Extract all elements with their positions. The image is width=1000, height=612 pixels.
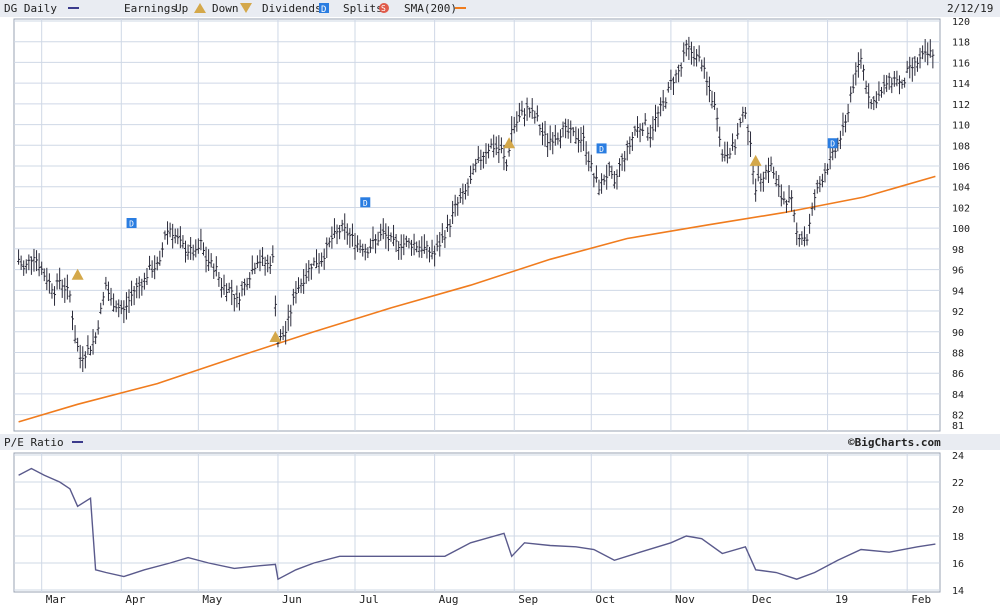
y-tick-label: 116 <box>952 58 970 69</box>
pe-y-tick-label: 16 <box>952 559 964 570</box>
pe-y-tick-label: 18 <box>952 532 964 543</box>
earnings-up-marker-icon <box>749 154 762 166</box>
pe-header-bar <box>0 434 1000 450</box>
dividend-marker-icon <box>827 138 838 149</box>
y-tick-label: 86 <box>952 369 964 380</box>
x-tick-label: Dec <box>752 593 772 606</box>
legend-down-label: Down <box>212 2 239 15</box>
y-tick-label: 104 <box>952 183 970 194</box>
y-tick-label: 88 <box>952 348 964 359</box>
earnings-up-marker-icon <box>269 330 282 342</box>
earnings-down-icon <box>240 3 252 13</box>
pe-y-tick-label: 24 <box>952 451 964 462</box>
pe-title: P/E Ratio <box>4 436 64 449</box>
y-tick-label: 112 <box>952 100 970 111</box>
pe-y-tick-label: 14 <box>952 586 964 597</box>
y-tick-label: 102 <box>952 203 970 214</box>
dividend-icon-letter: D <box>321 5 326 15</box>
x-tick-label: 19 <box>835 593 848 606</box>
y-tick-label: 106 <box>952 162 970 173</box>
y-tick-label: 114 <box>952 79 970 90</box>
split-icon <box>379 3 389 13</box>
grid <box>14 19 940 592</box>
x-tick-label: Nov <box>675 593 695 606</box>
y-tick-label: 110 <box>952 121 970 132</box>
y-tick-label: 90 <box>952 328 964 339</box>
y-tick-label: 82 <box>952 411 964 422</box>
y-tick-label: 98 <box>952 245 964 256</box>
y-tick-label: 108 <box>952 141 970 152</box>
dividend-marker-letter: D <box>830 140 835 149</box>
y-tick-label: 96 <box>952 266 964 277</box>
dividend-marker-letter: D <box>129 220 134 229</box>
y-tick-label: 84 <box>952 390 964 401</box>
legend-symbol: DG Daily <box>4 2 57 15</box>
dividend-marker-letter: D <box>363 199 368 208</box>
x-tick-label: Sep <box>518 593 538 606</box>
earnings-up-marker-icon <box>71 268 84 280</box>
pe-panel-frame <box>13 452 941 593</box>
earnings-up-marker-icon <box>503 137 516 149</box>
earnings-up-icon <box>194 3 206 13</box>
legend-dividends-label: Dividends <box>262 2 322 15</box>
x-tick-label: Apr <box>125 593 145 606</box>
dividend-marker-icon <box>126 218 137 228</box>
dividend-marker-icon <box>596 143 607 154</box>
legend-earnings-label: Earnings <box>124 2 177 15</box>
dividend-icon <box>319 3 329 13</box>
dividend-marker-icon <box>360 197 371 208</box>
pe-y-tick-label: 22 <box>952 478 964 489</box>
dividend-marker-letter: D <box>599 145 604 154</box>
pe-series <box>18 467 936 581</box>
y-tick-label: 94 <box>952 286 964 297</box>
x-tick-label: May <box>202 593 222 606</box>
sma-200-line <box>18 175 936 423</box>
x-tick-label: Aug <box>439 593 459 606</box>
price-series <box>17 36 935 372</box>
pe-y-tick-label: 20 <box>952 505 964 516</box>
y-tick-label: 100 <box>952 224 970 235</box>
chart-credit: ©BigCharts.com <box>848 436 941 449</box>
y-tick-label: 118 <box>952 38 970 49</box>
x-tick-label: Jun <box>282 593 302 606</box>
x-tick-label: Jul <box>359 593 379 606</box>
price-panel-frame <box>13 18 941 432</box>
legend: DG Daily Earnings Up Down Dividends D Sp… <box>4 2 993 15</box>
event-markers: D D D D <box>71 137 838 342</box>
sma-series <box>18 175 936 423</box>
legend-splits-label: Splits <box>343 2 383 15</box>
y-tick-label: 92 <box>952 307 964 318</box>
x-tick-label: Feb <box>911 593 931 606</box>
pe-ratio-line <box>18 467 936 581</box>
split-icon-letter: S <box>381 4 386 13</box>
y-tick-label: 81 <box>952 421 964 432</box>
y-tick-label: 120 <box>952 17 970 28</box>
x-tick-label: Mar <box>46 593 66 606</box>
x-tick-label: Oct <box>595 593 615 606</box>
legend-up-label: Up <box>175 2 188 15</box>
legend-date: 2/12/19 <box>947 2 993 15</box>
legend-sma-label: SMA(200) <box>404 2 457 15</box>
